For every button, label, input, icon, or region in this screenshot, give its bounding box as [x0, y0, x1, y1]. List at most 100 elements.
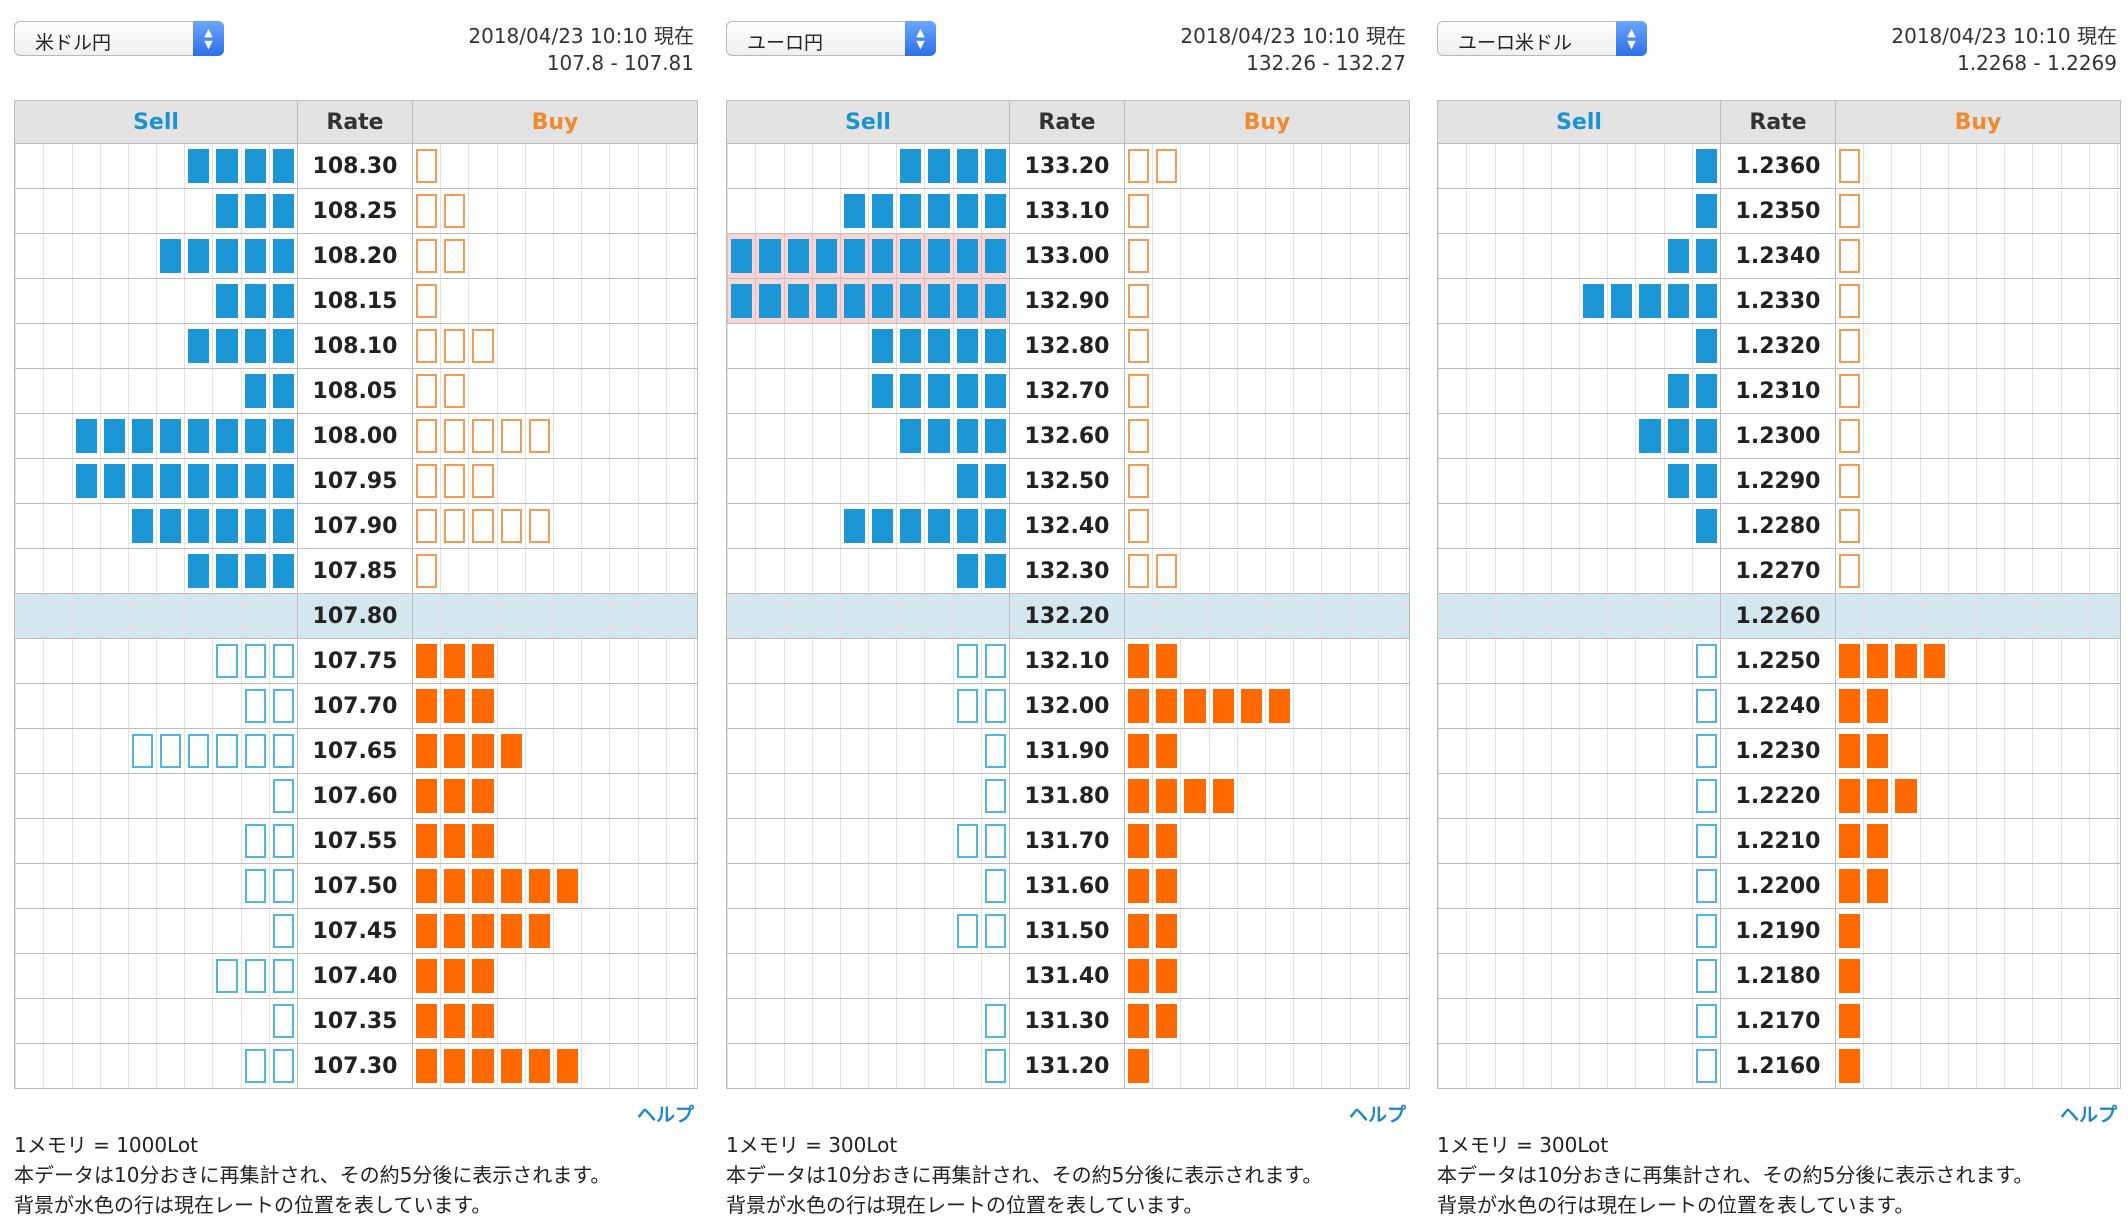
buy-block [1156, 914, 1178, 948]
rate-value: 1.2220 [1720, 773, 1836, 819]
rate-value: 132.80 [1009, 323, 1125, 369]
sell-cell [1437, 953, 1721, 999]
buy-block [472, 959, 494, 993]
sell-block [1695, 689, 1717, 723]
rate-row: 108.05 [14, 368, 698, 414]
sell-cell [726, 638, 1010, 684]
buy-block [472, 1004, 494, 1038]
sell-cell [14, 548, 298, 594]
sell-block [1695, 644, 1717, 678]
chevron-updown-icon[interactable]: ▲ ▼ [1616, 21, 1647, 56]
rate-row: 1.2280 [1437, 503, 2121, 549]
buy-cell [1124, 368, 1410, 414]
sell-block [1695, 1049, 1717, 1083]
buy-block [1156, 554, 1178, 588]
buy-cell [1124, 323, 1410, 369]
chevron-updown-icon[interactable]: ▲ ▼ [905, 21, 936, 56]
rate-row: 1.2320 [1437, 323, 2121, 369]
currency-pair-label: ユーロ円 [747, 32, 824, 54]
buy-block [1839, 374, 1861, 408]
sell-block [216, 329, 238, 363]
rate-value: 131.70 [1009, 818, 1125, 864]
help-link[interactable]: ヘルプ [2059, 1104, 2117, 1126]
buy-block [1128, 734, 1150, 768]
sell-block [272, 824, 294, 858]
sell-cell [726, 413, 1010, 459]
sell-block [188, 464, 210, 498]
rate-value: 132.70 [1009, 368, 1125, 414]
sell-block [1611, 284, 1633, 318]
sell-block [272, 329, 294, 363]
currency-pair-select[interactable]: ユーロ円 ▲ ▼ [726, 21, 936, 56]
rate-value: 132.50 [1009, 458, 1125, 504]
rate-row: 131.30 [726, 998, 1410, 1044]
sell-block [984, 779, 1006, 813]
rate-row: 1.2220 [1437, 773, 2121, 819]
buy-block [500, 419, 522, 453]
buy-block [1839, 329, 1861, 363]
sell-block [216, 734, 238, 768]
buy-block [1839, 509, 1861, 543]
sell-cell [726, 683, 1010, 729]
sell-block [956, 284, 978, 318]
buy-block [1128, 374, 1150, 408]
buy-cell [1124, 728, 1410, 774]
rate-value: 1.2360 [1720, 143, 1836, 189]
buy-cell [1124, 458, 1410, 504]
sell-cell [726, 818, 1010, 864]
sell-block [188, 509, 210, 543]
rate-row: 1.2240 [1437, 683, 2121, 729]
notes: 1メモリ = 1000Lot 本データは10分おきに再集計され、その約5分後に表… [14, 1130, 610, 1220]
rate-value: 1.2230 [1720, 728, 1836, 774]
currency-pair-select[interactable]: 米ドル円 ▲ ▼ [14, 21, 224, 56]
sell-block [787, 284, 809, 318]
sell-cell [14, 143, 298, 189]
sell-block [272, 239, 294, 273]
sell-block [928, 374, 950, 408]
currency-pair-select[interactable]: ユーロ米ドル ▲ ▼ [1437, 21, 1647, 56]
chevron-updown-icon[interactable]: ▲ ▼ [193, 21, 224, 56]
rate-value: 1.2260 [1720, 593, 1836, 639]
sell-block [1695, 419, 1717, 453]
rate-value: 107.45 [297, 908, 413, 954]
currency-pair-label: ユーロ米ドル [1458, 32, 1573, 54]
sell-block [872, 374, 894, 408]
buy-block [472, 509, 494, 543]
help-link[interactable]: ヘルプ [636, 1104, 694, 1126]
buy-block [528, 914, 550, 948]
buy-cell [412, 593, 698, 639]
buy-cell [1835, 413, 2121, 459]
buy-block [1839, 734, 1861, 768]
sell-block [984, 644, 1006, 678]
sell-block [272, 779, 294, 813]
rate-row: 108.10 [14, 323, 698, 369]
sell-cell [14, 188, 298, 234]
sell-block [928, 194, 950, 228]
buy-cell [1835, 593, 2121, 639]
sell-block [103, 464, 125, 498]
sell-block [956, 554, 978, 588]
legend-note: 背景が水色の行は現在レートの位置を表しています。 [1437, 1193, 1915, 1217]
buy-block [1128, 194, 1150, 228]
buy-block [1156, 959, 1178, 993]
sell-cell [1437, 233, 1721, 279]
rate-row: 1.2310 [1437, 368, 2121, 414]
buy-cell [412, 683, 698, 729]
rate-row: 107.85 [14, 548, 698, 594]
buy-block [444, 239, 466, 273]
rate-value: 1.2340 [1720, 233, 1836, 279]
unit-note: 1メモリ = 300Lot [1437, 1133, 1609, 1157]
rate-value: 1.2200 [1720, 863, 1836, 909]
sell-cell [14, 593, 298, 639]
sell-cell [14, 638, 298, 684]
sell-block [759, 284, 781, 318]
buy-cell [412, 818, 698, 864]
rate-value: 133.00 [1009, 233, 1125, 279]
sell-cell [1437, 728, 1721, 774]
buy-block [1156, 779, 1178, 813]
sell-block [244, 419, 266, 453]
sell-block [1667, 239, 1689, 273]
help-link[interactable]: ヘルプ [1348, 1104, 1406, 1126]
sell-block [272, 464, 294, 498]
buy-block [1184, 779, 1206, 813]
